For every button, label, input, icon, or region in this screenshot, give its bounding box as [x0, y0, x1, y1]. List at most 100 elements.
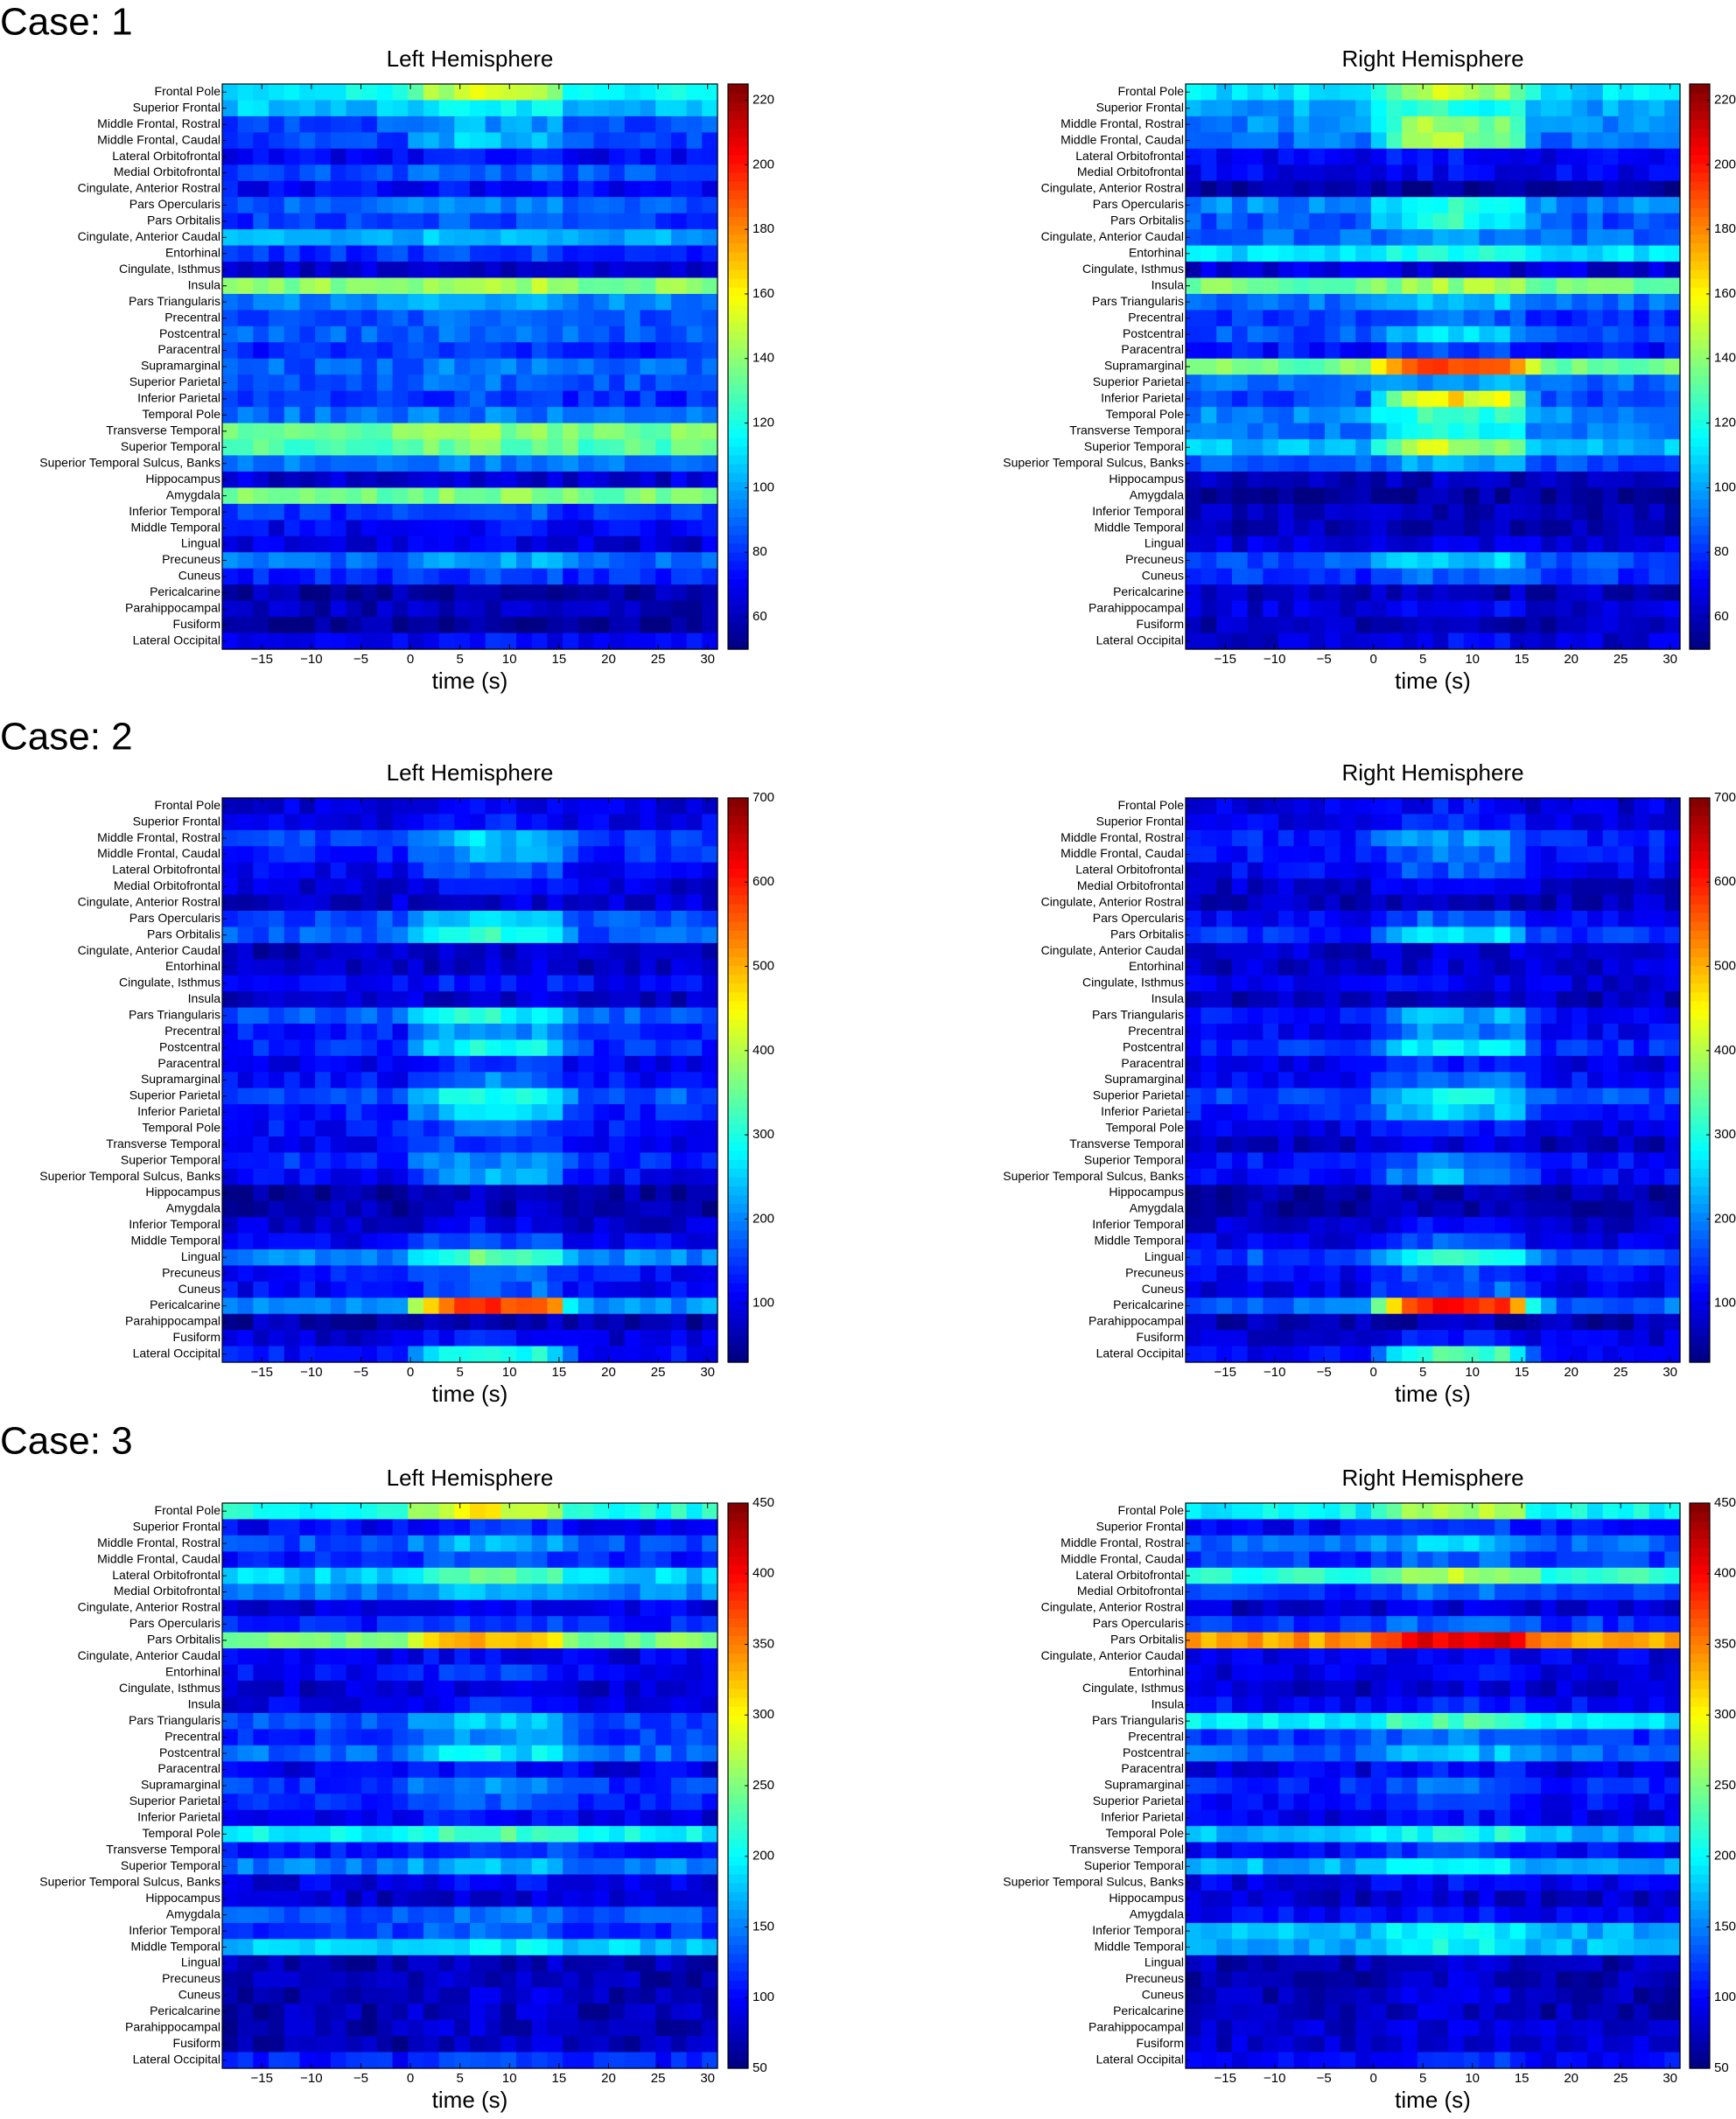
- heatmap-cell: [531, 535, 549, 553]
- heatmap-cell: [299, 1152, 316, 1170]
- heatmap-cell: [1618, 132, 1634, 150]
- heatmap-cell: [578, 1200, 595, 1218]
- heatmap-cell: [563, 1136, 579, 1154]
- heatmap-cell: [1664, 1120, 1681, 1137]
- heatmap-cell: [609, 1120, 626, 1137]
- heatmap-cell: [1448, 862, 1465, 879]
- heatmap-cell: [686, 471, 703, 489]
- heatmap-cell: [624, 991, 641, 1009]
- heatmap-cell: [438, 358, 455, 375]
- heatmap-cell: [1247, 374, 1264, 392]
- heatmap-cell: [485, 942, 501, 960]
- heatmap-cell: [640, 1330, 656, 1347]
- heatmap-cell: [392, 535, 409, 553]
- colorbar-step: [1690, 225, 1710, 235]
- heatmap-cell: [516, 310, 533, 327]
- heatmap-cell: [1541, 959, 1558, 976]
- heatmap-cell: [423, 829, 440, 847]
- heatmap-cell: [1324, 584, 1341, 602]
- heatmap-cell: [1448, 552, 1465, 570]
- heatmap-cell: [1664, 390, 1681, 408]
- heatmap-cell: [531, 229, 549, 247]
- heatmap-cell: [438, 520, 455, 537]
- heatmap-cell: [1278, 911, 1295, 928]
- heatmap-cell: [1448, 829, 1465, 847]
- heatmap-cell: [454, 1120, 471, 1137]
- heatmap-cell: [1309, 1200, 1326, 1218]
- heatmap-cell: [392, 1200, 409, 1218]
- heatmap-cell: [516, 814, 533, 831]
- heatmap-cell: [1278, 633, 1295, 650]
- heatmap-cell: [1448, 617, 1465, 634]
- heatmap-cell: [1200, 1104, 1217, 1122]
- heatmap-cell: [1494, 1168, 1511, 1185]
- heatmap-cell: [1402, 503, 1418, 521]
- heatmap-cell: [1448, 959, 1465, 976]
- heatmap-cell: [531, 148, 549, 165]
- heatmap-cell: [222, 487, 239, 505]
- heatmap-cell: [1417, 277, 1434, 295]
- heatmap-cell: [269, 84, 285, 101]
- heatmap-cell: [408, 1136, 424, 1154]
- heatmap-cell: [670, 617, 688, 634]
- heatmap-cell: [1402, 617, 1418, 634]
- heatmap-cell: [423, 1024, 440, 1041]
- heatmap-cell: [1587, 1185, 1604, 1202]
- heatmap-cell: [470, 959, 486, 976]
- heatmap-cell: [1587, 894, 1604, 912]
- heatmap-cell: [1324, 439, 1341, 457]
- heatmap-cell: [1417, 846, 1434, 864]
- heatmap-cell: [284, 1152, 301, 1170]
- heatmap-cell: [1648, 1313, 1665, 1331]
- heatmap-cell: [500, 1297, 517, 1315]
- region-label: Amygdala: [166, 1201, 220, 1215]
- heatmap-cell: [1324, 213, 1341, 230]
- heatmap-cell: [438, 213, 455, 230]
- heatmap-cell: [686, 975, 703, 992]
- heatmap-cell: [269, 1136, 285, 1154]
- heatmap-cell: [500, 1055, 517, 1073]
- heatmap-cell: [1463, 1185, 1480, 1202]
- heatmap-cell: [686, 1281, 703, 1298]
- region-label: Superior Frontal: [1096, 100, 1184, 114]
- heatmap-cell: [1634, 633, 1650, 650]
- heatmap-cell: [1355, 959, 1372, 976]
- heatmap-cell: [1186, 975, 1202, 992]
- heatmap-cell: [1386, 1265, 1403, 1283]
- heatmap-cell: [1556, 1055, 1573, 1073]
- heatmap-cell: [1448, 407, 1465, 424]
- heatmap-cell: [1448, 568, 1465, 585]
- heatmap-cell: [1200, 1265, 1217, 1283]
- heatmap-cell: [1293, 1281, 1310, 1298]
- heatmap-cell: [1370, 927, 1388, 944]
- heatmap-cell: [686, 600, 703, 618]
- heatmap-cell: [1618, 245, 1634, 262]
- heatmap-cell: [392, 197, 409, 214]
- heatmap-cell: [1355, 277, 1372, 295]
- heatmap-cell: [392, 1233, 409, 1250]
- heatmap-cell: [516, 1313, 533, 1331]
- heatmap-cells: [1186, 798, 1681, 1363]
- heatmap-cell: [454, 846, 471, 864]
- heatmap-cell: [1247, 535, 1264, 553]
- heatmap-cell: [1572, 1024, 1588, 1041]
- colorbar-step: [728, 234, 748, 244]
- heatmap-cell: [1370, 325, 1388, 343]
- heatmap-cell: [702, 798, 718, 815]
- heatmap-cell: [1509, 1104, 1527, 1122]
- heatmap-cell: [222, 1217, 239, 1234]
- heatmap-cell: [423, 164, 440, 182]
- heatmap-cell: [299, 342, 316, 360]
- heatmap-cell: [593, 1168, 610, 1185]
- heatmap-cell: [1355, 100, 1372, 117]
- heatmap-cell: [500, 293, 517, 311]
- heatmap-cell: [346, 1104, 362, 1122]
- heatmap-cell: [1556, 1233, 1573, 1250]
- heatmap-cell: [1340, 846, 1356, 864]
- colorbar-step: [1690, 507, 1710, 518]
- heatmap-cell: [222, 262, 239, 279]
- heatmap-cell: [1293, 407, 1310, 424]
- heatmap-cell: [1216, 358, 1233, 375]
- colorbar-step: [728, 903, 748, 913]
- heatmap-cell: [269, 846, 285, 864]
